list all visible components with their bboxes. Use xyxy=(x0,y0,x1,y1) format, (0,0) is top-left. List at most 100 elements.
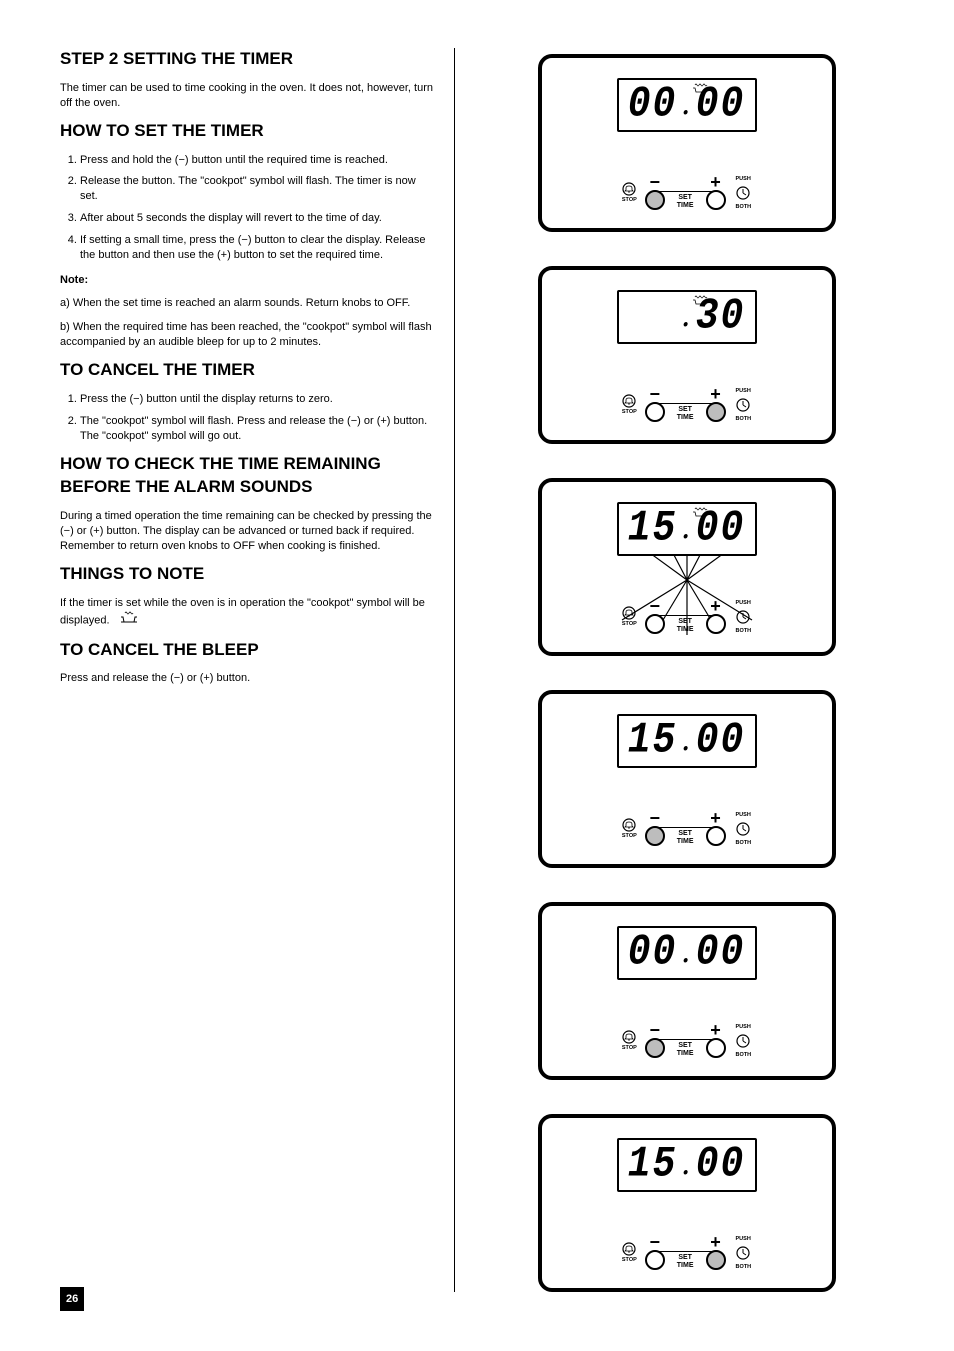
clock-stack: PUSH BOTH xyxy=(736,1236,752,1270)
bell-stack: STOP xyxy=(622,394,637,416)
digits-separator: • xyxy=(681,106,691,122)
both-label: BOTH xyxy=(736,628,752,634)
clock-icon xyxy=(736,186,750,200)
clock-stack: PUSH BOTH xyxy=(736,1024,752,1058)
plus-sign: + xyxy=(710,600,721,612)
lcd-display: 00 • 30 xyxy=(617,290,757,344)
plus-button[interactable] xyxy=(706,1250,726,1270)
lcd-digits: 15 • 00 xyxy=(628,719,746,763)
bell-stack: STOP xyxy=(622,1242,637,1264)
digits-separator: • xyxy=(681,318,691,334)
cancel-steps: Press the (−) button until the display r… xyxy=(60,392,436,444)
stop-label: STOP xyxy=(622,1046,637,1052)
plus-sign: + xyxy=(710,388,721,400)
minus-button[interactable] xyxy=(645,614,665,634)
note-b: b) When the required time has been reach… xyxy=(60,320,436,350)
plus-button[interactable] xyxy=(706,826,726,846)
cookpot-icon-inline xyxy=(115,611,143,630)
control-row: STOP − SETTIME + PUSH BOTH xyxy=(542,1024,832,1058)
plus-button[interactable] xyxy=(706,190,726,210)
cancel-step-1: Press the (−) button until the display r… xyxy=(80,392,436,407)
things-text: If the timer is set while the oven is in… xyxy=(60,596,436,630)
digits-right: 00 xyxy=(696,507,746,551)
push-label: PUSH xyxy=(736,812,751,818)
push-label: PUSH xyxy=(736,176,751,182)
digits-left: 15 xyxy=(628,719,678,763)
set-time-label: SETTIME xyxy=(673,1251,698,1269)
step-2: Release the button. The "cookpot" symbol… xyxy=(80,174,436,204)
plus-button[interactable] xyxy=(706,402,726,422)
plus-button[interactable] xyxy=(706,614,726,634)
timer-panel-2: 00 • 30 STOP − SETTIME + xyxy=(538,266,836,444)
digits-left: 15 xyxy=(628,1143,678,1187)
set-time-label: SETTIME xyxy=(673,615,698,633)
step-3: After about 5 seconds the display will r… xyxy=(80,211,436,226)
heading-cancel-bleep: TO CANCEL THE BLEEP xyxy=(60,639,436,662)
minus-sign: − xyxy=(650,176,661,188)
digits-separator: • xyxy=(681,742,691,758)
plus-sign: + xyxy=(710,1236,721,1248)
digits-separator: • xyxy=(681,530,691,546)
stop-label: STOP xyxy=(622,410,637,416)
push-label: PUSH xyxy=(736,1024,751,1030)
cancel-bleep-text: Press and release the (−) or (+) button. xyxy=(60,671,436,686)
set-time-label: SETTIME xyxy=(673,191,698,209)
plus-sign: + xyxy=(710,812,721,824)
digits-left: 00 xyxy=(628,931,678,975)
minus-button[interactable] xyxy=(645,190,665,210)
page-number: 26 xyxy=(60,1287,84,1311)
timer-panel-1: 00 • 00 STOP − SETTIME + xyxy=(538,54,836,232)
heading-step2: STEP 2 SETTING THE TIMER xyxy=(60,48,436,71)
set-time-label: SETTIME xyxy=(673,827,698,845)
minus-sign: − xyxy=(650,388,661,400)
control-row: STOP − SETTIME + PUSH BOTH xyxy=(542,176,832,210)
clock-stack: PUSH BOTH xyxy=(736,812,752,846)
timer-panel-4: 15 • 00 STOP − SETTIME + xyxy=(538,690,836,868)
digits-separator: • xyxy=(681,954,691,970)
intro-text: The timer can be used to time cooking in… xyxy=(60,81,436,111)
clock-icon xyxy=(736,398,750,412)
minus-button[interactable] xyxy=(645,1038,665,1058)
clock-icon xyxy=(736,1246,750,1260)
lcd-digits: 00 • 00 xyxy=(628,83,746,127)
push-label: PUSH xyxy=(736,1236,751,1242)
digits-right: 00 xyxy=(696,931,746,975)
plus-button[interactable] xyxy=(706,1038,726,1058)
bell-icon xyxy=(622,394,636,408)
lcd-digits: 00 • 30 xyxy=(628,295,746,339)
minus-sign: − xyxy=(650,812,661,824)
lcd-display: 00 • 00 xyxy=(617,926,757,980)
heading-how-to-set: HOW TO SET THE TIMER xyxy=(60,120,436,143)
bell-stack: STOP xyxy=(622,606,637,628)
minus-button[interactable] xyxy=(645,826,665,846)
control-row: STOP − SETTIME + PUSH BOTH xyxy=(542,1236,832,1270)
right-column: 00 • 00 STOP − SETTIME + xyxy=(479,48,894,1292)
digits-right: 00 xyxy=(696,1143,746,1187)
set-time-label: SETTIME xyxy=(673,1039,698,1057)
step-4: If setting a small time, press the (−) b… xyxy=(80,233,436,263)
plus-sign: + xyxy=(710,1024,721,1036)
minus-sign: − xyxy=(650,1236,661,1248)
set-steps: Press and hold the (−) button until the … xyxy=(60,153,436,263)
digits-separator: • xyxy=(681,1166,691,1182)
digits-right: 00 xyxy=(696,719,746,763)
clock-stack: PUSH BOTH xyxy=(736,388,752,422)
heading-check-remaining: HOW TO CHECK THE TIME REMAINING BEFORE T… xyxy=(60,453,436,499)
timer-panel-6: 15 • 00 STOP − SETTIME + xyxy=(538,1114,836,1292)
lcd-display: 00 • 00 xyxy=(617,78,757,132)
control-row: STOP − SETTIME + PUSH BOTH xyxy=(542,812,832,846)
cancel-step-2: The "cookpot" symbol will flash. Press a… xyxy=(80,414,436,444)
plus-sign: + xyxy=(710,176,721,188)
push-label: PUSH xyxy=(736,388,751,394)
control-row: STOP − SETTIME + PUSH BOTH xyxy=(542,388,832,422)
heading-cancel-timer: TO CANCEL THE TIMER xyxy=(60,359,436,382)
stop-label: STOP xyxy=(622,622,637,628)
clock-icon xyxy=(736,1034,750,1048)
digits-right: 30 xyxy=(696,295,746,339)
lcd-digits: 15 • 00 xyxy=(628,1143,746,1187)
stop-label: STOP xyxy=(622,1258,637,1264)
bell-stack: STOP xyxy=(622,818,637,840)
minus-button[interactable] xyxy=(645,402,665,422)
stop-label: STOP xyxy=(622,834,637,840)
minus-button[interactable] xyxy=(645,1250,665,1270)
